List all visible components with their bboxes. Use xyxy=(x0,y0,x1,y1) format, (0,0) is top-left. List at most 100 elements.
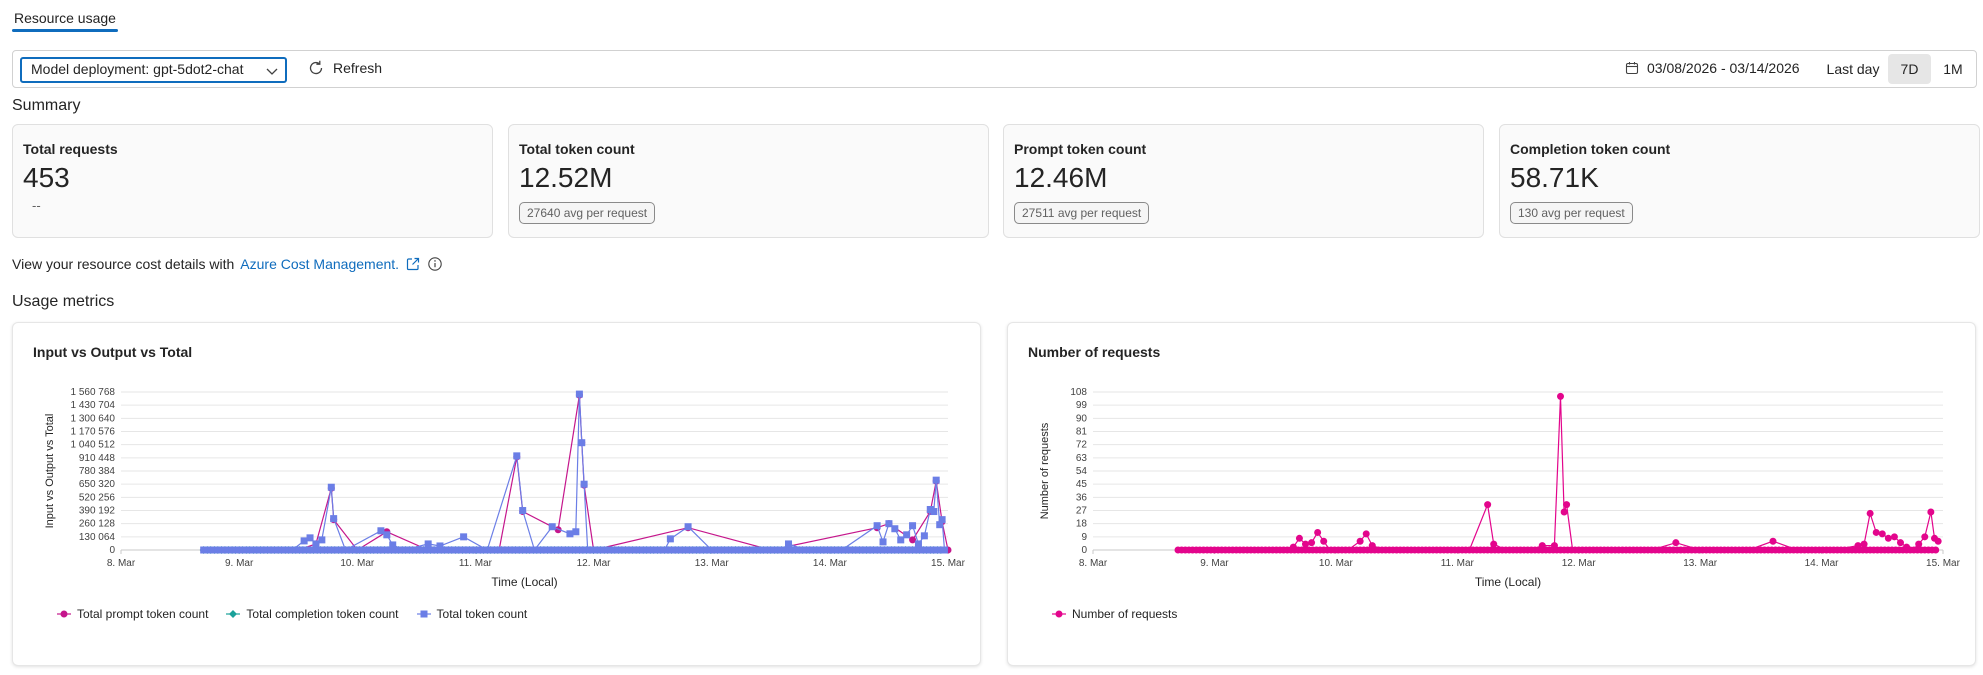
info-icon[interactable] xyxy=(427,256,443,272)
data-point xyxy=(1672,539,1680,547)
data-point xyxy=(682,546,690,554)
legend-item[interactable]: Number of requests xyxy=(1052,607,1177,621)
chart-title: Input vs Output vs Total xyxy=(33,344,193,360)
data-point xyxy=(436,542,444,550)
range-last-day-button[interactable]: Last day xyxy=(1826,61,1880,77)
y-tick-label: 130 064 xyxy=(79,532,116,543)
card-value: 12.52M xyxy=(519,162,613,193)
data-point xyxy=(383,531,391,539)
data-point xyxy=(377,527,385,535)
data-point xyxy=(932,476,940,484)
data-point xyxy=(724,546,732,554)
data-point xyxy=(1921,533,1929,541)
data-point xyxy=(859,546,867,554)
tab-resource-usage[interactable]: Resource usage xyxy=(12,8,118,32)
card-value: 453 xyxy=(23,162,70,193)
data-point xyxy=(1557,392,1564,400)
data-point xyxy=(756,546,764,554)
data-point xyxy=(331,546,339,554)
data-point xyxy=(909,536,917,544)
summary-card-completion-token-count: Completion token count 58.71K 130 avg pe… xyxy=(1499,124,1980,238)
data-point xyxy=(1878,530,1886,538)
data-point xyxy=(409,546,417,554)
legend-item[interactable]: Total token count xyxy=(416,607,527,621)
data-point xyxy=(785,546,793,554)
data-point xyxy=(639,546,647,554)
legend-label: Total prompt token count xyxy=(77,607,209,621)
data-point xyxy=(543,546,551,554)
data-point xyxy=(313,546,321,554)
data-point xyxy=(430,546,438,554)
data-point xyxy=(809,546,817,554)
data-point xyxy=(210,546,218,554)
data-point xyxy=(1490,540,1498,548)
data-point xyxy=(352,546,360,554)
data-point xyxy=(327,546,335,554)
refresh-label: Refresh xyxy=(333,60,383,76)
y-tick-label: 0 xyxy=(109,545,115,556)
data-point xyxy=(412,546,420,554)
data-point xyxy=(926,506,934,514)
legend-item[interactable]: Total completion token count xyxy=(226,607,399,621)
data-point xyxy=(903,531,911,539)
azure-cost-management-link[interactable]: Azure Cost Management. xyxy=(240,256,400,272)
data-point xyxy=(660,546,668,554)
calendar-icon xyxy=(1625,62,1639,75)
data-point xyxy=(600,546,608,554)
data-point xyxy=(912,546,920,554)
data-point xyxy=(398,546,406,554)
data-point xyxy=(483,546,491,554)
data-point xyxy=(901,546,909,554)
tokens-chart-panel: Input vs Output vs Total 0 130 064 260 128… xyxy=(12,322,981,666)
data-point xyxy=(763,546,771,554)
data-point xyxy=(689,546,697,554)
data-point xyxy=(792,546,800,554)
legend-item[interactable]: Total prompt token count xyxy=(57,607,208,621)
data-point xyxy=(1872,528,1880,536)
data-point xyxy=(884,546,892,554)
date-range-picker[interactable]: 03/08/2026 - 03/14/2026 xyxy=(1625,60,1800,76)
data-point xyxy=(590,546,598,554)
y-tick-label: 90 xyxy=(1076,413,1088,424)
data-point xyxy=(618,546,626,554)
date-range-label: 03/08/2026 - 03/14/2026 xyxy=(1647,60,1800,76)
data-point xyxy=(887,546,895,554)
data-point xyxy=(547,546,555,554)
data-point xyxy=(940,546,948,554)
data-point xyxy=(738,546,746,554)
y-tick-label: 108 xyxy=(1070,387,1087,398)
data-point xyxy=(721,546,729,554)
data-point xyxy=(448,546,456,554)
data-point xyxy=(519,546,527,554)
open-external-icon[interactable] xyxy=(405,256,421,272)
data-point xyxy=(501,546,509,554)
data-point xyxy=(873,546,881,554)
data-point xyxy=(299,546,307,554)
range-7d-button[interactable]: 7D xyxy=(1888,54,1931,84)
data-point xyxy=(519,507,527,515)
data-point xyxy=(916,546,924,554)
refresh-button[interactable]: Refresh xyxy=(307,59,382,77)
data-point xyxy=(767,546,775,554)
data-point xyxy=(735,546,743,554)
data-point xyxy=(930,546,938,554)
data-point xyxy=(880,546,888,554)
x-tick-label: 9. Mar xyxy=(225,558,254,569)
data-point xyxy=(753,546,761,554)
data-point xyxy=(657,546,665,554)
data-point xyxy=(1560,508,1568,516)
data-point xyxy=(419,546,427,554)
data-point xyxy=(664,546,672,554)
chevron-down-icon xyxy=(266,68,278,75)
requests-line-chart: 0 9 18 27 36 45 54 63 72 81 90 99 108 8. Mar 9. Mar 10.… xyxy=(1039,387,1961,589)
data-point xyxy=(823,546,831,554)
data-point xyxy=(462,546,470,554)
range-1m-button[interactable]: 1M xyxy=(1943,61,1963,77)
summary-heading: Summary xyxy=(12,97,81,114)
data-point xyxy=(469,546,477,554)
data-point xyxy=(228,546,236,554)
model-deployment-select[interactable]: Model deployment: gpt-5dot2-chat xyxy=(20,57,287,83)
data-point xyxy=(203,546,211,554)
data-point xyxy=(554,546,562,554)
data-point xyxy=(675,546,683,554)
